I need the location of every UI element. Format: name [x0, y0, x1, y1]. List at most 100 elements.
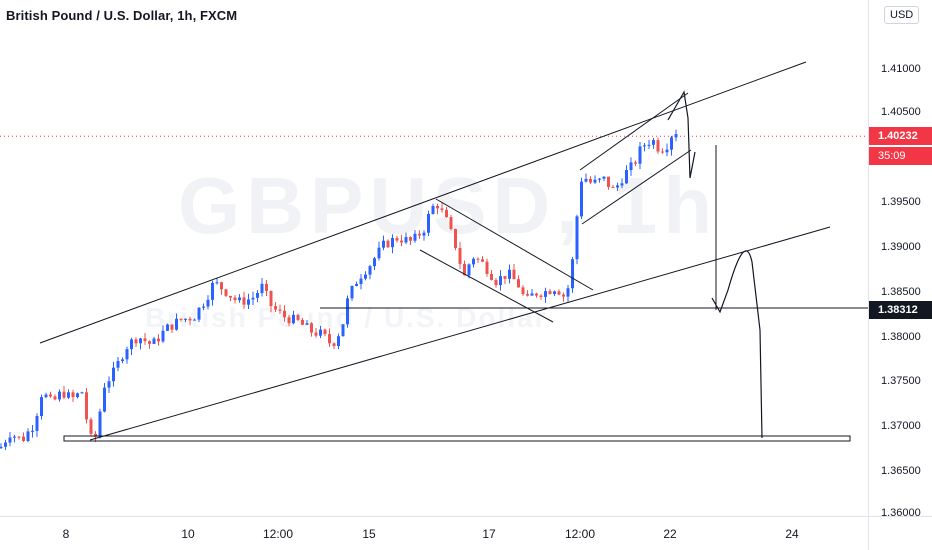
upper-channel-line — [39, 61, 807, 344]
candle-down — [661, 151, 664, 153]
candle-up — [598, 178, 601, 180]
candle-up — [121, 359, 124, 362]
currency-button[interactable]: USD — [884, 6, 920, 24]
bar-countdown-tag: 35:09 — [869, 147, 932, 165]
candle-up — [674, 134, 678, 138]
candle-up — [197, 307, 201, 320]
price-tick: 1.38500 — [881, 286, 921, 298]
candle-down — [535, 293, 538, 296]
candle-down — [148, 341, 151, 344]
candle-up — [355, 284, 358, 287]
candle-down — [314, 332, 318, 336]
candle-down — [526, 294, 529, 296]
candle-up — [80, 392, 84, 394]
candle-down — [283, 310, 286, 318]
time-axis[interactable]: 8 10 12:00 15 17 12:00 22 24 — [0, 516, 868, 550]
candle-up — [35, 415, 39, 431]
candle-up — [530, 293, 534, 296]
time-tick: 15 — [362, 527, 376, 541]
candle-up — [130, 339, 133, 350]
flag-lower-line — [419, 249, 554, 323]
candle-up — [602, 176, 606, 179]
projection-drop-path — [711, 250, 763, 439]
candle-up — [422, 232, 426, 236]
candle-up — [359, 278, 363, 285]
candle-down — [512, 269, 516, 280]
candle-up — [670, 137, 673, 150]
price-tick: 1.37000 — [881, 420, 921, 432]
candle-up — [40, 397, 43, 416]
candle-up — [544, 291, 547, 297]
candle-up — [13, 436, 16, 438]
candle-up — [404, 237, 408, 243]
candle-down — [274, 306, 277, 310]
candle-down — [89, 419, 93, 434]
candle-down — [328, 334, 331, 344]
price-axis[interactable]: USD 1.41000 1.40500 1.39500 1.39000 1.38… — [868, 0, 932, 519]
candle-down — [229, 295, 232, 298]
candle-up — [260, 283, 264, 294]
candle-up — [44, 394, 48, 398]
candle-up — [566, 288, 570, 297]
time-tick: 10 — [181, 527, 195, 541]
wedge-lower-line — [581, 149, 692, 225]
candle-up — [166, 324, 169, 331]
candle-up — [553, 291, 556, 295]
candle-up — [368, 266, 372, 275]
candle-down — [400, 240, 403, 243]
candle-down — [332, 343, 336, 347]
candle-down — [440, 208, 444, 210]
candle-up — [292, 314, 295, 324]
time-tick: 24 — [785, 527, 799, 541]
chart-plot-area[interactable]: GBPUSD, 1h British Pound / U.S. Dollar B… — [0, 0, 868, 516]
candle-down — [539, 295, 543, 297]
candle-up — [620, 183, 624, 186]
candle-up — [575, 216, 579, 260]
current-price-tag: 1.40232 — [869, 127, 932, 145]
candle-down — [418, 233, 421, 236]
candle-down — [278, 309, 282, 311]
candle-down — [71, 392, 75, 398]
candle-down — [220, 282, 223, 290]
candle-up — [238, 297, 241, 301]
candle-up — [638, 146, 642, 164]
candle-up — [593, 179, 597, 183]
candle-up — [247, 299, 250, 305]
candle-up — [629, 162, 633, 171]
candle-down — [323, 329, 327, 335]
candle-up — [319, 329, 322, 336]
price-tick: 1.37500 — [881, 375, 921, 387]
candle-down — [143, 338, 147, 342]
candle-down — [49, 394, 52, 397]
candle-down — [548, 291, 552, 295]
candle-up — [341, 324, 345, 337]
candle-up — [215, 282, 219, 284]
candle-down — [224, 289, 228, 296]
candle-up — [350, 286, 354, 299]
candle-down — [310, 323, 313, 333]
candle-up — [346, 298, 349, 325]
price-tick: 1.38000 — [881, 331, 921, 343]
candle-up — [98, 411, 102, 437]
candle-down — [85, 392, 88, 420]
support-zone-rectangle — [63, 435, 851, 442]
candle-up — [8, 437, 12, 443]
candle-up — [125, 349, 129, 360]
candle-up — [139, 338, 142, 344]
candle-down — [62, 391, 66, 398]
candle-down — [94, 433, 97, 437]
candle-up — [508, 269, 511, 279]
candle-up — [175, 318, 178, 330]
candle-up — [152, 338, 156, 344]
candle-down — [287, 317, 291, 324]
flag-upper-line — [435, 198, 594, 291]
price-tick: 1.39500 — [881, 196, 921, 208]
candle-down — [386, 240, 390, 248]
candle-down — [449, 217, 453, 229]
candle-down — [481, 259, 484, 262]
candle-up — [107, 381, 111, 388]
candle-down — [521, 287, 525, 295]
candle-down — [134, 339, 138, 344]
candle-up — [580, 181, 583, 217]
candle-down — [503, 276, 507, 279]
